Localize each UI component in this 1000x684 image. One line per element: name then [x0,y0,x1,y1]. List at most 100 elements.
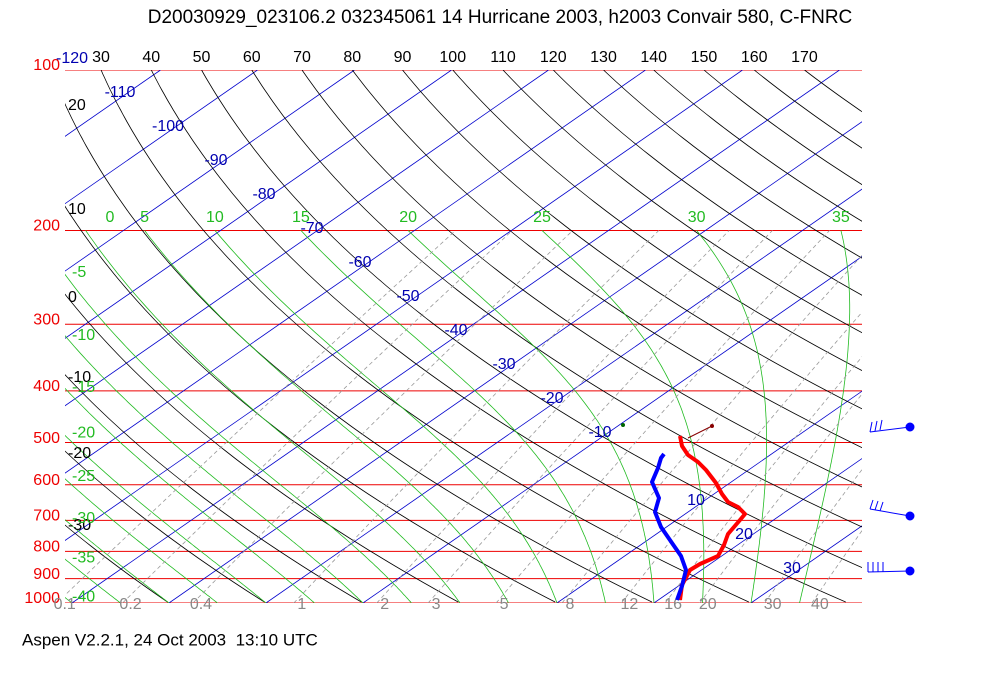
dry-adiabat [65,205,556,603]
mixing-ratio-line [699,393,862,603]
isotherm [65,70,355,272]
moist-adiabat [65,434,267,603]
moist-adiabat-label: 25 [533,209,551,226]
dry-adiabat-label: 80 [343,49,361,66]
isotherm-label: -80 [252,186,275,203]
dry-adiabat-label: 140 [640,49,667,66]
pressure-label: 900 [33,566,60,583]
dry-adiabat-label: -30 [68,517,91,534]
dry-adiabat-label: 100 [439,49,466,66]
mixing-ratio-label: 12 [621,596,639,613]
footer: Aspen V2.2.1, 24 Oct 2003 13:10 UTC [22,630,318,649]
moist-adiabat-label: 0 [106,209,115,226]
moist-adiabat [65,558,121,603]
wind-barbs [867,419,915,576]
isotherm [65,70,743,541]
moist-adiabat-label: -30 [72,510,95,527]
mixing-ratio-line [376,230,730,603]
pressure-label: 800 [33,539,60,556]
dry-adiabat [301,70,862,488]
dry-adiabat [703,70,862,186]
isotherm [362,255,862,603]
dry-adiabat-label: 160 [741,49,768,66]
dry-adiabat [65,374,362,603]
moist-adiabat-label: -35 [72,550,95,567]
dry-adiabat-label: 40 [142,49,160,66]
moist-adiabat-label: 30 [688,209,706,226]
mixing-ratio-label: 40 [811,596,829,613]
moist-adiabat [300,230,606,603]
mixing-ratio-line [293,230,660,603]
pressure-label: 1000 [24,590,60,607]
pressure-label: 500 [33,430,60,447]
moist-adiabat-label: 20 [399,209,417,226]
isotherm-label: -50 [396,288,419,305]
dry-adiabat-label: -20 [68,445,91,462]
moist-adiabat-label: -25 [72,468,95,485]
moist-adiabat-label: -15 [72,379,95,396]
mixing-ratio-line [561,254,862,603]
grid-lines [65,70,862,603]
isotherm-label: -100 [152,118,184,135]
isotherm-label: -30 [492,356,515,373]
dry-adiabat [251,70,862,528]
dry-adiabat [402,70,862,410]
isotherm-label: -10 [588,424,611,441]
pressure-label: 700 [33,508,60,525]
mixing-ratio-line [122,230,513,603]
isotherm-label: -70 [300,220,323,237]
dry-adiabat-label: 10 [68,201,86,218]
isotherm-label: 20 [735,526,753,543]
isotherm [556,390,862,603]
dry-adiabat-label: 150 [691,49,718,66]
mixing-ratio-label: 0.4 [190,596,212,613]
isotherm [65,70,646,474]
moist-adiabat [65,335,364,603]
isotherm-label: -60 [348,254,371,271]
isotherm [65,70,549,407]
moist-adiabat [407,230,655,603]
trace-line [687,425,713,439]
isotherm-label: -120 [56,50,88,67]
mixing-ratio-line [427,230,773,603]
mixing-ratio-line [495,230,830,603]
moist-adiabat-label: 15 [292,209,310,226]
sounding [621,423,747,601]
dewpoint-trace [650,452,688,601]
isotherm [65,70,258,205]
moist-adiabat-label: -40 [72,588,95,605]
moist-adiabat [65,273,412,603]
dry-adiabat-label: 20 [68,97,86,114]
pressure-label: 300 [33,312,60,329]
pressure-label: 400 [33,378,60,395]
dry-adiabat-label: 50 [193,49,211,66]
pressure-label: 200 [33,218,60,235]
moist-adiabat [65,519,170,603]
pressure-label: 600 [33,472,60,489]
moist-adiabat [696,230,768,603]
mixing-ratio-label: 1 [297,596,306,613]
moist-adiabat [799,230,851,603]
trace-dot [710,424,714,428]
dry-adiabat-label: 120 [540,49,567,66]
dry-adiabat [65,293,459,603]
temperature-trace [678,435,747,601]
dry-adiabat-label: 130 [590,49,617,66]
mixing-ratio-label: 0.2 [119,596,141,613]
isotherm [653,458,862,603]
isotherm-label: -110 [105,84,136,101]
moist-adiabat-label: -5 [72,264,86,281]
isotherm [71,70,840,603]
dry-adiabat-label: 110 [490,49,516,66]
dry-adiabat-label: 30 [92,49,110,66]
isotherm-label: -20 [540,390,563,407]
dry-adiabat [100,70,749,603]
isotherm-label: 30 [783,560,801,577]
dry-adiabat-label: 0 [68,289,77,306]
moist-adiabat [85,230,461,603]
moist-adiabat [541,230,705,603]
moist-adiabat-label: 5 [140,209,149,226]
dry-adiabat [150,70,846,603]
trace-dot [621,423,625,427]
